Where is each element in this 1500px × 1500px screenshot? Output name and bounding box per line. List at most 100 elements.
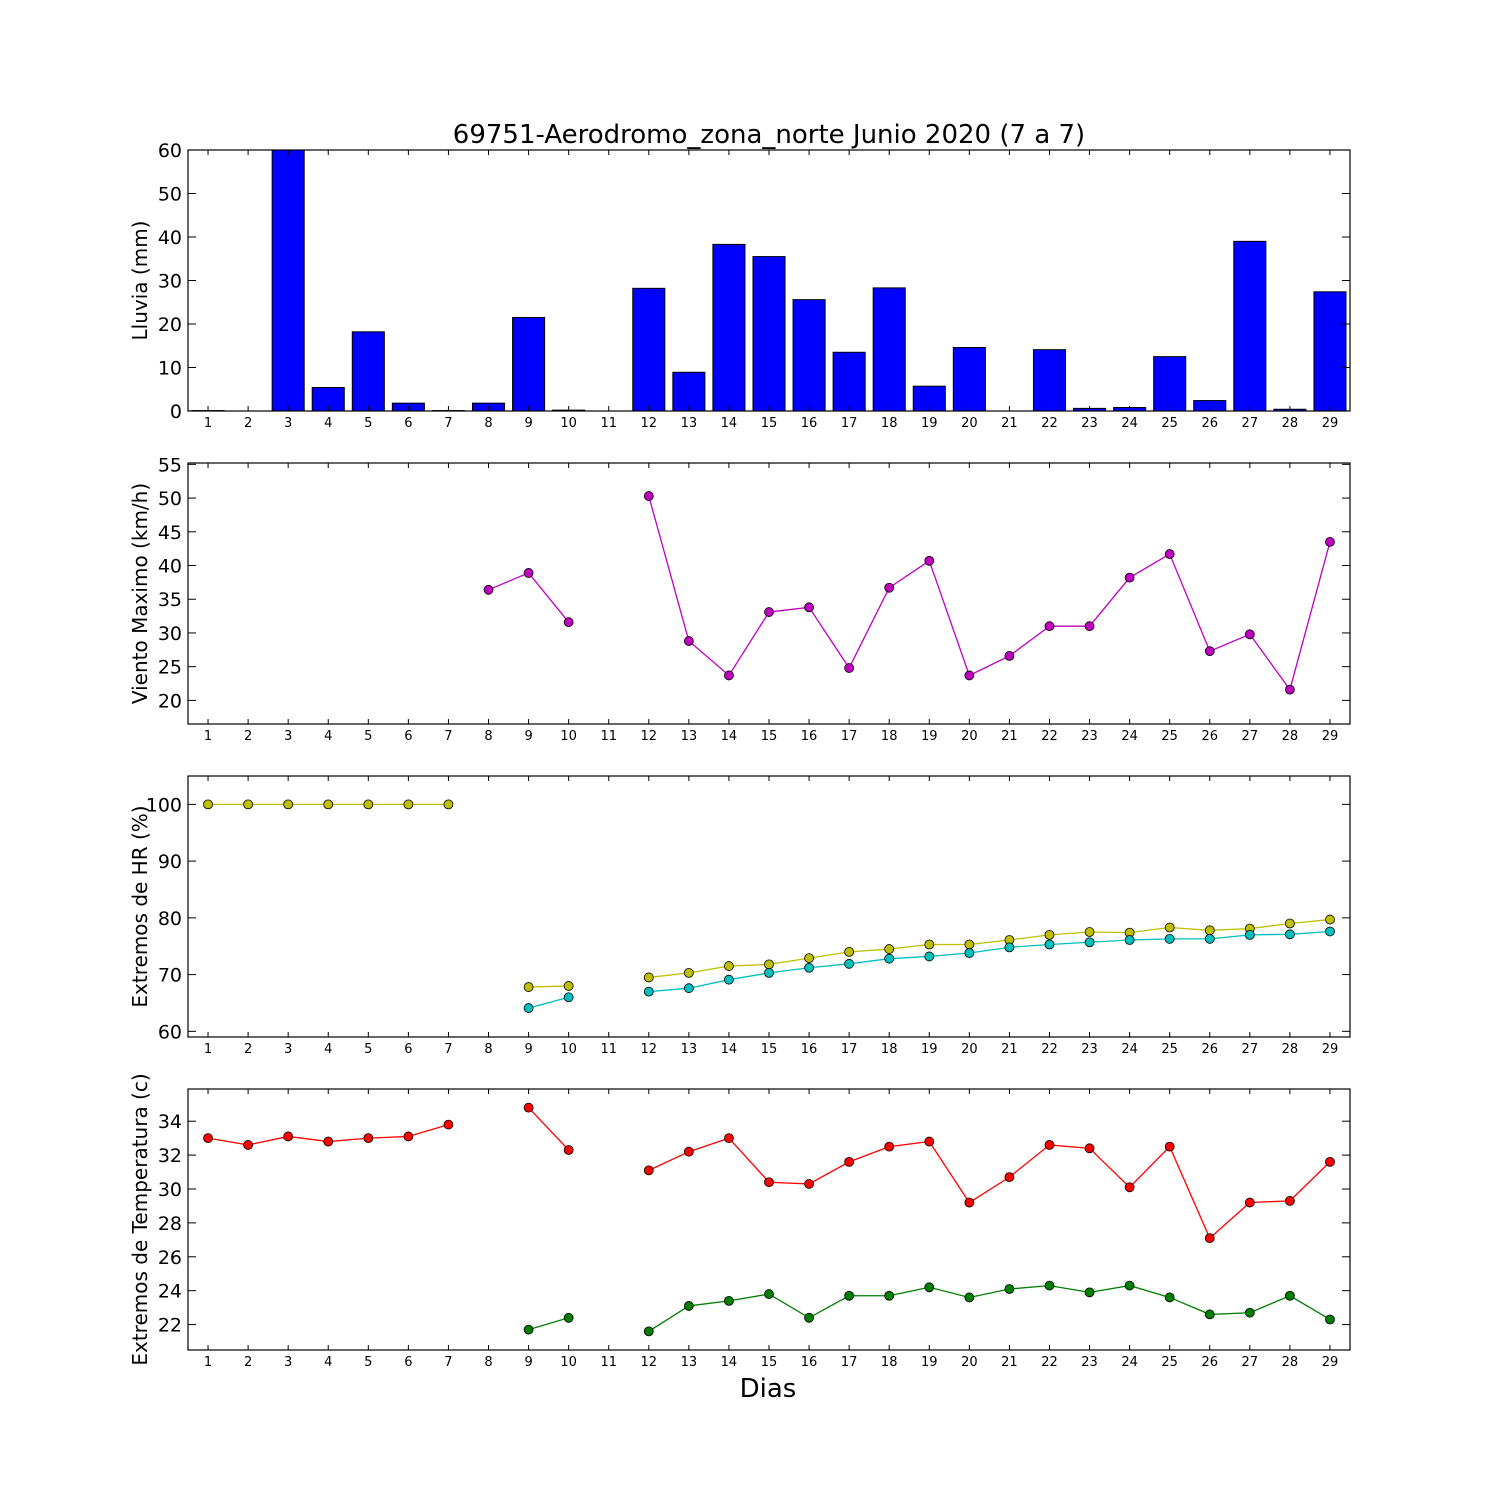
x-tick-label: 24 xyxy=(1121,1042,1138,1057)
series-0-point-day-1 xyxy=(203,799,213,810)
series-0-point-day-29 xyxy=(1325,537,1335,547)
series-1-point-day-28 xyxy=(1284,929,1295,940)
series-0-point-day-9 xyxy=(523,982,534,992)
x-tick-label: 11 xyxy=(600,416,617,431)
x-tick-label: 16 xyxy=(801,1355,818,1370)
x-tick-label: 13 xyxy=(681,1042,698,1057)
series-1-point-day-17 xyxy=(844,958,855,969)
x-tick-label: 8 xyxy=(484,1355,492,1370)
series-0-point-day-19 xyxy=(924,1136,935,1147)
x-tick-label: 10 xyxy=(560,416,577,431)
series-0-point-day-7 xyxy=(443,1119,454,1130)
series-0-point-day-14 xyxy=(724,670,734,681)
series-0-point-day-10 xyxy=(563,617,574,628)
series-0-point-day-23 xyxy=(1084,927,1095,937)
series-0-point-day-22 xyxy=(1044,929,1055,940)
panels: 1 2 3 4 5 6 7 8 9 10 11 12 13 14 15 16 17 18 19 20 21 22 23 24 2… xyxy=(128,140,1351,1370)
x-tick-label: 5 xyxy=(364,416,372,431)
axes-frame xyxy=(187,775,1351,1038)
bar-day-13 xyxy=(672,371,706,411)
y-tick-label: 28 xyxy=(158,1213,182,1235)
x-tick-label: 20 xyxy=(961,1355,978,1370)
series-0-point-day-16 xyxy=(804,602,814,613)
x-tick-label: 28 xyxy=(1282,729,1299,744)
series-0-point-day-22 xyxy=(1044,1140,1055,1150)
series-1-point-day-23 xyxy=(1084,1287,1095,1298)
x-tick-label: 26 xyxy=(1201,1042,1218,1057)
x-tick-label: 1 xyxy=(204,416,212,431)
series-1-point-day-21 xyxy=(1004,1284,1015,1294)
x-tick-label: 7 xyxy=(444,729,452,744)
x-tick-label: 27 xyxy=(1242,1355,1259,1370)
plot-area xyxy=(203,799,1335,1013)
x-tick-label: 25 xyxy=(1161,1355,1178,1370)
series-0-point-day-27 xyxy=(1244,1197,1255,1208)
series-0-point-day-18 xyxy=(884,944,895,954)
x-tick-label: 17 xyxy=(841,1042,858,1057)
x-tick-label: 5 xyxy=(364,729,372,744)
x-tick-label: 26 xyxy=(1201,1355,1218,1370)
series-1-point-day-24 xyxy=(1124,1280,1135,1291)
series-0-point-day-21 xyxy=(1004,1172,1015,1183)
series-0-point-day-16 xyxy=(804,953,814,964)
x-tick-label: 12 xyxy=(641,1042,658,1057)
bar-day-27 xyxy=(1233,240,1267,411)
y-tick-label: 50 xyxy=(158,488,182,510)
series-0-point-day-24 xyxy=(1124,1182,1135,1193)
x-tick-label: 14 xyxy=(721,1355,738,1370)
x-tick-label: 12 xyxy=(641,729,658,744)
series-1-line xyxy=(528,1317,569,1331)
x-tick-label: 17 xyxy=(841,1355,858,1370)
x-tick-label: 16 xyxy=(801,729,818,744)
series-0-point-day-7 xyxy=(443,799,454,810)
rain-panel: 1 2 3 4 5 6 7 8 9 10 11 12 13 14 15 16 17 18 19 20 21 22 23 24 2… xyxy=(128,140,1351,431)
x-tick-label: 23 xyxy=(1081,729,1098,744)
bar-day-14 xyxy=(712,243,746,411)
series-1-point-day-14 xyxy=(724,974,734,985)
series-0-point-day-12 xyxy=(643,1165,654,1176)
series-0-line xyxy=(648,1137,1331,1240)
x-tick-label: 15 xyxy=(761,1042,778,1057)
bar-day-4 xyxy=(311,387,345,411)
series-0-point-day-1 xyxy=(203,1133,213,1144)
series-0-point-day-10 xyxy=(563,981,574,991)
x-tick-label: 26 xyxy=(1201,416,1218,431)
series-1-point-day-25 xyxy=(1164,933,1175,944)
x-tick-label: 22 xyxy=(1041,1042,1058,1057)
wind-panel: 1 2 3 4 5 6 7 8 9 10 11 12 13 14 15 16 17 18 19 20 21 22 23 24 2… xyxy=(128,454,1351,744)
x-tick-label: 1 xyxy=(204,1042,212,1057)
x-tick-label: 29 xyxy=(1322,1355,1339,1370)
x-tick-label: 17 xyxy=(841,416,858,431)
series-0-point-day-15 xyxy=(764,607,774,617)
bar-day-29 xyxy=(1313,291,1347,411)
x-tick-label: 20 xyxy=(961,729,978,744)
y-tick-label: 40 xyxy=(158,227,182,249)
axes-frame xyxy=(187,462,1351,725)
series-0-point-day-12 xyxy=(643,972,654,983)
series-1-point-day-29 xyxy=(1325,926,1335,937)
bar-day-17 xyxy=(832,351,866,411)
x-tick-label: 23 xyxy=(1081,1355,1098,1370)
series-1-point-day-19 xyxy=(924,951,935,962)
x-tick-label: 14 xyxy=(721,416,738,431)
series-0-point-day-23 xyxy=(1084,1143,1095,1154)
y-tick-label: 10 xyxy=(158,358,182,380)
y-tick-label: 24 xyxy=(158,1281,182,1303)
series-0-point-day-18 xyxy=(884,1141,895,1152)
x-tick-label: 26 xyxy=(1201,729,1218,744)
series-1-point-day-25 xyxy=(1164,1292,1175,1303)
x-tick-label: 14 xyxy=(721,1042,738,1057)
series-0-point-day-19 xyxy=(924,939,935,950)
series-0-point-day-17 xyxy=(844,1156,855,1167)
x-tick-label: 19 xyxy=(921,416,938,431)
series-1-point-day-26 xyxy=(1204,933,1215,944)
x-tick-label: 7 xyxy=(444,416,452,431)
x-tick-label: 18 xyxy=(881,416,898,431)
x-tick-label: 18 xyxy=(881,729,898,744)
series-1-point-day-29 xyxy=(1325,1314,1335,1325)
x-tick-label: 20 xyxy=(961,1042,978,1057)
series-1-point-day-27 xyxy=(1244,1307,1255,1318)
y-tick-label: 0 xyxy=(170,401,182,423)
x-tick-label: 18 xyxy=(881,1042,898,1057)
